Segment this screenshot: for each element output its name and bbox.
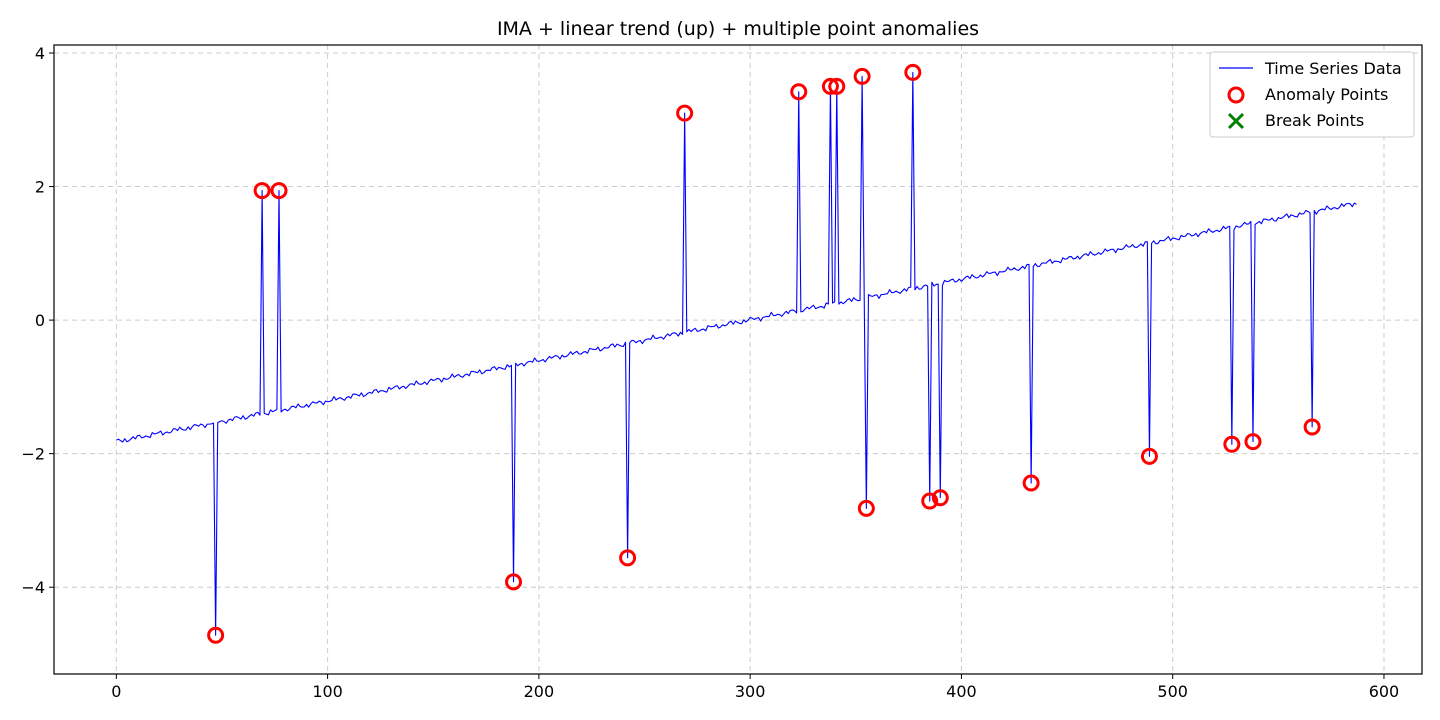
plot-frame: [53, 44, 1423, 675]
legend-circle-swatch: [1227, 86, 1245, 104]
anomaly-point: [790, 83, 808, 101]
y-tick-label: −2: [21, 445, 45, 464]
anomaly-point: [828, 77, 846, 95]
anomaly-point: [857, 499, 875, 517]
series-layer: [116, 71, 1357, 636]
legend-label-break-points: Break Points: [1265, 111, 1364, 130]
anomaly-point: [253, 182, 271, 200]
chart-title: IMA + linear trend (up) + multiple point…: [497, 18, 979, 40]
x-tick-label: 300: [735, 682, 766, 701]
legend-x-swatch: [1227, 112, 1245, 130]
grid-layer: [54, 45, 1422, 674]
y-tick-label: 4: [35, 44, 45, 63]
anomaly-point: [676, 104, 694, 122]
anomaly-point: [619, 549, 637, 567]
y-tick-label: −4: [21, 578, 45, 597]
anomaly-point: [1244, 433, 1262, 451]
y-tick-label: 2: [35, 178, 45, 197]
anomaly-point: [207, 626, 225, 644]
anomaly-point: [853, 67, 871, 85]
legend-label-anomaly-points: Anomaly Points: [1265, 85, 1388, 104]
x-tick-label: 600: [1369, 682, 1400, 701]
x-tick-label: 0: [111, 682, 121, 701]
time-series-line: [116, 71, 1357, 636]
y-tick-label: 0: [35, 311, 45, 330]
anomaly-point: [505, 573, 523, 591]
tick-layer: 0 100 200 300 400 500 600 −4 −2 0 2 4: [21, 44, 1399, 701]
anomaly-point: [1022, 474, 1040, 492]
legend: Time Series Data Anomaly Points Break Po…: [1209, 51, 1415, 138]
anomaly-point: [821, 77, 839, 95]
anomaly-point: [270, 182, 288, 200]
anomaly-point: [921, 492, 939, 510]
x-tick-label: 200: [524, 682, 555, 701]
anomaly-point: [1303, 418, 1321, 436]
anomaly-point: [931, 489, 949, 507]
anomaly-layer: [207, 63, 1321, 644]
x-tick-label: 500: [1157, 682, 1188, 701]
legend-label-time-series: Time Series Data: [1264, 59, 1402, 78]
x-tick-label: 400: [946, 682, 977, 701]
x-tick-label: 100: [312, 682, 343, 701]
legend-box: [1209, 51, 1415, 138]
anomaly-point: [1140, 447, 1158, 465]
anomaly-point: [1223, 435, 1241, 453]
anomaly-point: [904, 63, 922, 81]
